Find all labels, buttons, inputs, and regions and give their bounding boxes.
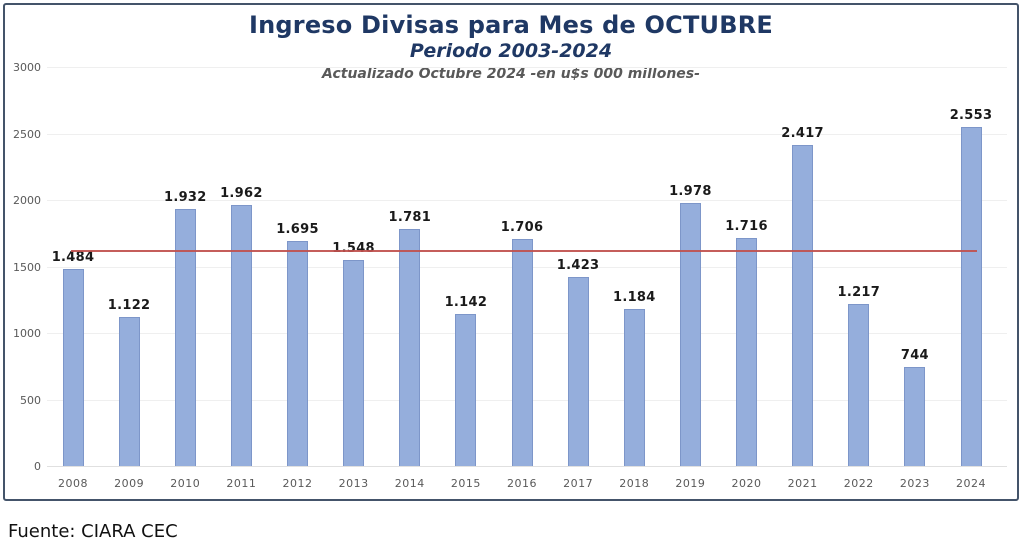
y-tick-label: 2500 (13, 127, 41, 141)
chart-title: Ingreso Divisas para Mes de OCTUBRE (249, 11, 773, 39)
bar-2023 (904, 367, 926, 466)
gridline-2500 (47, 133, 1007, 135)
bar-value-label: 1.706 (500, 220, 544, 236)
bar-value-label: 1.142 (444, 295, 488, 311)
y-tick-label: 500 (20, 393, 41, 407)
bar-2017 (567, 276, 589, 466)
x-axis-label: 2011 (226, 477, 257, 490)
bar-2024 (960, 126, 982, 466)
x-axis-label: 2019 (675, 477, 706, 490)
bar-2012 (287, 240, 308, 466)
bar-value-label: 1.978 (669, 183, 712, 199)
x-axis-label: 2023 (899, 477, 930, 490)
bar-2015 (455, 314, 477, 466)
x-axis-label: 2016 (507, 477, 537, 490)
gridline-0 (47, 466, 1007, 467)
bar-value-label: 1.781 (388, 210, 432, 226)
bar-2022 (848, 304, 870, 466)
bar-2018 (623, 308, 645, 466)
bar-2019 (679, 202, 701, 466)
bar-2013 (343, 260, 365, 466)
bar-value-label: 1.932 (163, 190, 207, 205)
bar-2014 (399, 229, 421, 466)
bar-value-label: 1.184 (612, 289, 656, 305)
x-axis-label: 2024 (956, 477, 986, 490)
x-axis-label: 2008 (58, 477, 88, 490)
bar-value-label: 1.423 (556, 257, 600, 273)
bar-value-label: 1.484 (51, 249, 95, 265)
chart-header: Ingreso Divisas para Mes de OCTUBRE Peri… (5, 11, 1017, 82)
x-axis-label: 2013 (338, 477, 369, 490)
bar-2021 (792, 144, 814, 466)
bar-2016 (511, 239, 533, 466)
y-tick-label: 1500 (13, 260, 41, 274)
bar-2011 (230, 205, 252, 466)
y-tick-label: 1000 (13, 327, 41, 340)
bar-value-label: 1.122 (107, 297, 151, 313)
x-axis-label: 2017 (563, 477, 594, 490)
average-reference-line (71, 249, 977, 252)
y-tick-label: 0 (34, 460, 41, 473)
x-axis-label: 2018 (619, 477, 650, 490)
bar-2009 (118, 316, 140, 466)
x-axis-label: 2015 (450, 477, 481, 490)
bar-value-label: 1.962 (220, 186, 263, 202)
bar-2020 (736, 237, 757, 466)
bar-value-label: 2.417 (781, 125, 824, 141)
y-tick-label: 3000 (13, 61, 41, 74)
x-axis-label: 2014 (394, 477, 425, 490)
x-axis-label: 2012 (282, 477, 313, 490)
gridline-2000 (47, 200, 1007, 201)
chart-subtitle: Periodo 2003-2024 (409, 40, 613, 62)
x-axis-label: 2010 (170, 477, 201, 490)
bar-2008 (62, 268, 84, 466)
x-axis-label: 2022 (843, 477, 874, 490)
y-tick-label: 2000 (13, 194, 41, 207)
bar-value-label: 744 (900, 348, 929, 363)
chart-update-note: Actualizado Octubre 2024 -en u$s 000 mil… (322, 66, 700, 82)
bar-value-label: 1.548 (322, 241, 386, 256)
plot-area: 0 500 1000 1500 2000 2500 3000 1.484 2008 1.122 20… (5, 5, 1017, 499)
gridline-3000 (47, 67, 1007, 68)
bar-value-label: 1.695 (276, 221, 319, 237)
source-note: Fuente: CIARA CEC (8, 521, 178, 542)
bar-value-label: 1.716 (725, 218, 768, 234)
chart-figure: Ingreso Divisas para Mes de OCTUBRE Peri… (3, 3, 1019, 501)
bar-value-label: 2.553 (949, 107, 993, 123)
bar-2010 (174, 209, 196, 466)
x-axis-label: 2009 (114, 477, 145, 490)
x-axis-label: 2020 (731, 477, 762, 490)
x-axis-label: 2021 (787, 477, 818, 490)
bar-value-label: 1.217 (837, 285, 881, 301)
